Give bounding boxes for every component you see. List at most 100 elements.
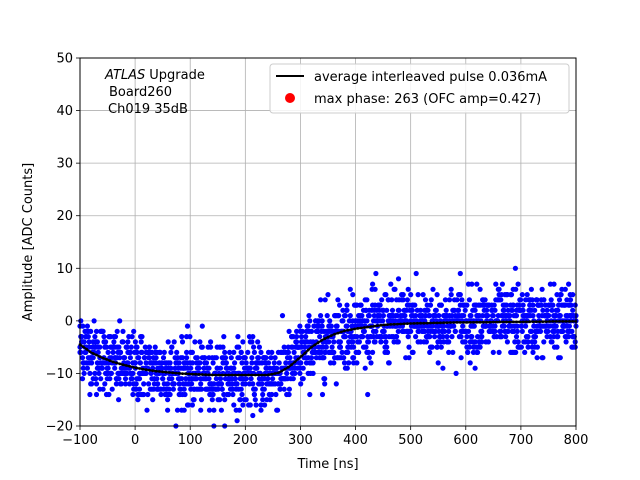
average-point xyxy=(111,360,115,364)
scatter-point xyxy=(490,313,496,319)
scatter-point xyxy=(410,349,416,355)
average-point xyxy=(320,339,323,342)
scatter-point xyxy=(85,334,91,340)
scatter-point xyxy=(131,328,137,334)
average-point xyxy=(511,320,515,324)
scatter-point xyxy=(141,381,147,387)
scatter-point xyxy=(346,360,352,366)
scatter-point xyxy=(566,334,572,340)
scatter-point xyxy=(277,386,283,392)
average-point xyxy=(544,320,548,323)
scatter-point xyxy=(443,307,449,313)
scatter-point xyxy=(341,360,348,366)
scatter-point xyxy=(557,355,563,361)
grid xyxy=(80,58,576,426)
average-point xyxy=(406,322,409,325)
scatter-point xyxy=(129,334,135,340)
average-point xyxy=(402,322,406,326)
scatter-point xyxy=(298,360,304,366)
scatter-point xyxy=(441,323,447,329)
scatter-point xyxy=(337,302,343,308)
scatter-point xyxy=(446,339,452,345)
scatter-point xyxy=(490,349,496,355)
average-point xyxy=(158,370,161,373)
average-point xyxy=(121,363,125,367)
scatter-point xyxy=(283,360,289,366)
scatter-point xyxy=(235,334,241,340)
scatter-point xyxy=(234,418,240,424)
scatter-point xyxy=(199,344,205,350)
scatter-point xyxy=(306,313,312,319)
scatter-point xyxy=(427,349,433,355)
scatter-point xyxy=(384,344,390,350)
scatter-point xyxy=(408,328,414,334)
scatter-point xyxy=(465,328,472,334)
average-point xyxy=(184,372,188,376)
scatter-point xyxy=(170,386,176,392)
scatter-point xyxy=(97,344,103,350)
scatter-point xyxy=(198,381,204,387)
scatter-point xyxy=(534,355,540,361)
scatter-point xyxy=(434,292,440,298)
scatter-point xyxy=(136,376,143,382)
average-point xyxy=(376,324,379,327)
average-point xyxy=(505,320,508,324)
scatter-point xyxy=(143,360,149,366)
scatter-point xyxy=(279,313,286,319)
scatter-point xyxy=(515,281,521,287)
scatter-point xyxy=(322,376,328,382)
scatter-point xyxy=(263,355,269,361)
average-point xyxy=(267,373,270,377)
scatter-point xyxy=(194,355,200,361)
scatter-point xyxy=(80,323,86,329)
scatter-point xyxy=(528,328,535,334)
scatter-point xyxy=(440,334,446,340)
scatter-point xyxy=(137,360,143,366)
average-point xyxy=(392,322,396,326)
scatter-point xyxy=(377,302,383,308)
scatter-point xyxy=(405,334,411,340)
average-point xyxy=(181,372,184,375)
scatter-point xyxy=(232,360,238,366)
scatter-point xyxy=(89,360,95,366)
scatter-point xyxy=(549,339,555,345)
scatter-point xyxy=(160,355,167,361)
scatter-point xyxy=(146,355,152,361)
scatter-point xyxy=(395,328,401,334)
scatter-point xyxy=(221,334,227,340)
scatter-point xyxy=(181,386,187,392)
scatter-point xyxy=(286,386,292,392)
x-tick-label: 400 xyxy=(343,433,368,448)
scatter-point xyxy=(392,286,398,292)
scatter-point xyxy=(462,307,468,313)
scatter-point xyxy=(453,370,459,376)
scatter-point xyxy=(551,281,557,287)
scatter-point xyxy=(206,407,213,413)
scatter-point xyxy=(93,391,100,398)
scatter-point xyxy=(84,323,90,329)
scatter-point xyxy=(508,292,515,298)
scatter-point xyxy=(169,344,175,350)
scatter-point xyxy=(524,292,530,298)
scatter-point xyxy=(450,349,456,355)
scatter-point xyxy=(570,344,576,350)
y-tick-label: 20 xyxy=(56,209,73,224)
scatter-point xyxy=(93,328,100,334)
scatter-point xyxy=(364,297,370,303)
average-point xyxy=(369,325,373,328)
scatter-point xyxy=(199,323,205,329)
scatter-point xyxy=(226,391,232,398)
scatter-point xyxy=(223,360,229,366)
scatter-point xyxy=(513,313,520,319)
scatter-point xyxy=(513,349,519,355)
scatter-point xyxy=(468,313,474,319)
scatter-point xyxy=(509,307,515,313)
scatter-point xyxy=(209,397,215,403)
scatter-point xyxy=(184,323,191,329)
scatter-point xyxy=(365,391,371,398)
average-point xyxy=(260,373,264,377)
scatter-point xyxy=(128,344,134,350)
scatter-point xyxy=(248,376,254,382)
average-point xyxy=(296,357,300,361)
